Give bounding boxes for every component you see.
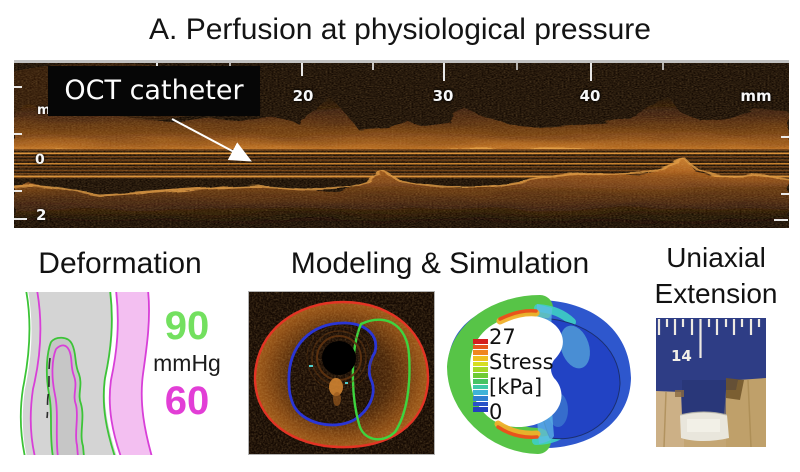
- uniaxial-specimen-photo: 14: [656, 318, 766, 447]
- stress-simulation-image: 27 Stress [kPa] 0: [440, 292, 637, 455]
- ruler-tick: [372, 63, 374, 70]
- pressure-unit-label: mmHg: [153, 350, 221, 376]
- fea-high-stress-top: [498, 309, 538, 321]
- outer-wall-contour: [253, 300, 430, 449]
- ruler-label-20: 20: [292, 87, 314, 105]
- ruler-tick-marks: [657, 319, 761, 358]
- plaque-contour: [351, 318, 411, 441]
- scale-bar: [774, 219, 788, 221]
- depth-tick: [14, 218, 27, 220]
- depth-label-0: 0: [35, 152, 45, 168]
- depth-tick-right: [781, 136, 789, 138]
- ruler-tick: [590, 63, 592, 81]
- oct-longitudinal-image: 20 30 40 mm m 0 2 OCT catheter: [14, 60, 789, 228]
- depth-tick-right: [781, 193, 789, 195]
- ruler-tick: [662, 63, 664, 70]
- pressure-high-label: 90: [164, 304, 210, 348]
- depth-label-2: 2: [36, 206, 47, 224]
- oct-catheter-label-text: OCT catheter: [64, 75, 244, 106]
- catheter-arrow: [171, 118, 252, 162]
- uniaxial-title-line2: Extension: [654, 278, 778, 309]
- depth-label-m: m: [37, 103, 51, 118]
- ruler-tick: [443, 63, 445, 81]
- deformation-title: Deformation: [38, 247, 202, 280]
- oct-catheter-label: OCT catheter: [48, 66, 260, 116]
- black-contour-fragment: [46, 357, 51, 419]
- lumen-contour: [287, 321, 378, 427]
- ruler-label-mm: mm: [740, 87, 772, 105]
- ruler-tick: [516, 63, 518, 70]
- stress-colorbar: [473, 339, 488, 413]
- figure-title: A. Perfusion at physiological pressure: [149, 13, 651, 46]
- colorbar-unit-label: [kPa]: [489, 375, 543, 399]
- ruler-label-40: 40: [579, 87, 601, 105]
- colorbar-min-label: 0: [489, 400, 503, 424]
- pressure-low-label: 60: [164, 379, 210, 423]
- pink-band-fill: [109, 292, 152, 455]
- colorbar-max-label: 27: [489, 325, 516, 349]
- magenta-contours-60mmhg: [29, 292, 153, 455]
- depth-tick: [14, 86, 22, 88]
- ruler-label-30: 30: [432, 87, 454, 105]
- ruler-number: 14: [671, 347, 692, 365]
- fea-lumen: [470, 315, 563, 428]
- modeling-title: Modeling & Simulation: [290, 247, 590, 280]
- uniaxial-title-line1: Uniaxial: [666, 242, 766, 273]
- fea-high-stress-bottom: [496, 425, 539, 439]
- oct-cross-section-image: [248, 291, 435, 455]
- deformation-contour-plot: [16, 292, 160, 455]
- depth-tick: [14, 133, 22, 135]
- uniaxial-title: Uniaxial Extension: [636, 240, 796, 312]
- catheter-shadow: [322, 341, 356, 375]
- cardboard-dark-patch: [726, 378, 744, 400]
- bright-reflection: [329, 378, 343, 396]
- depth-tick: [14, 190, 22, 192]
- colorbar-quantity-label: Stress: [489, 350, 554, 374]
- ruler-tick: [301, 63, 303, 76]
